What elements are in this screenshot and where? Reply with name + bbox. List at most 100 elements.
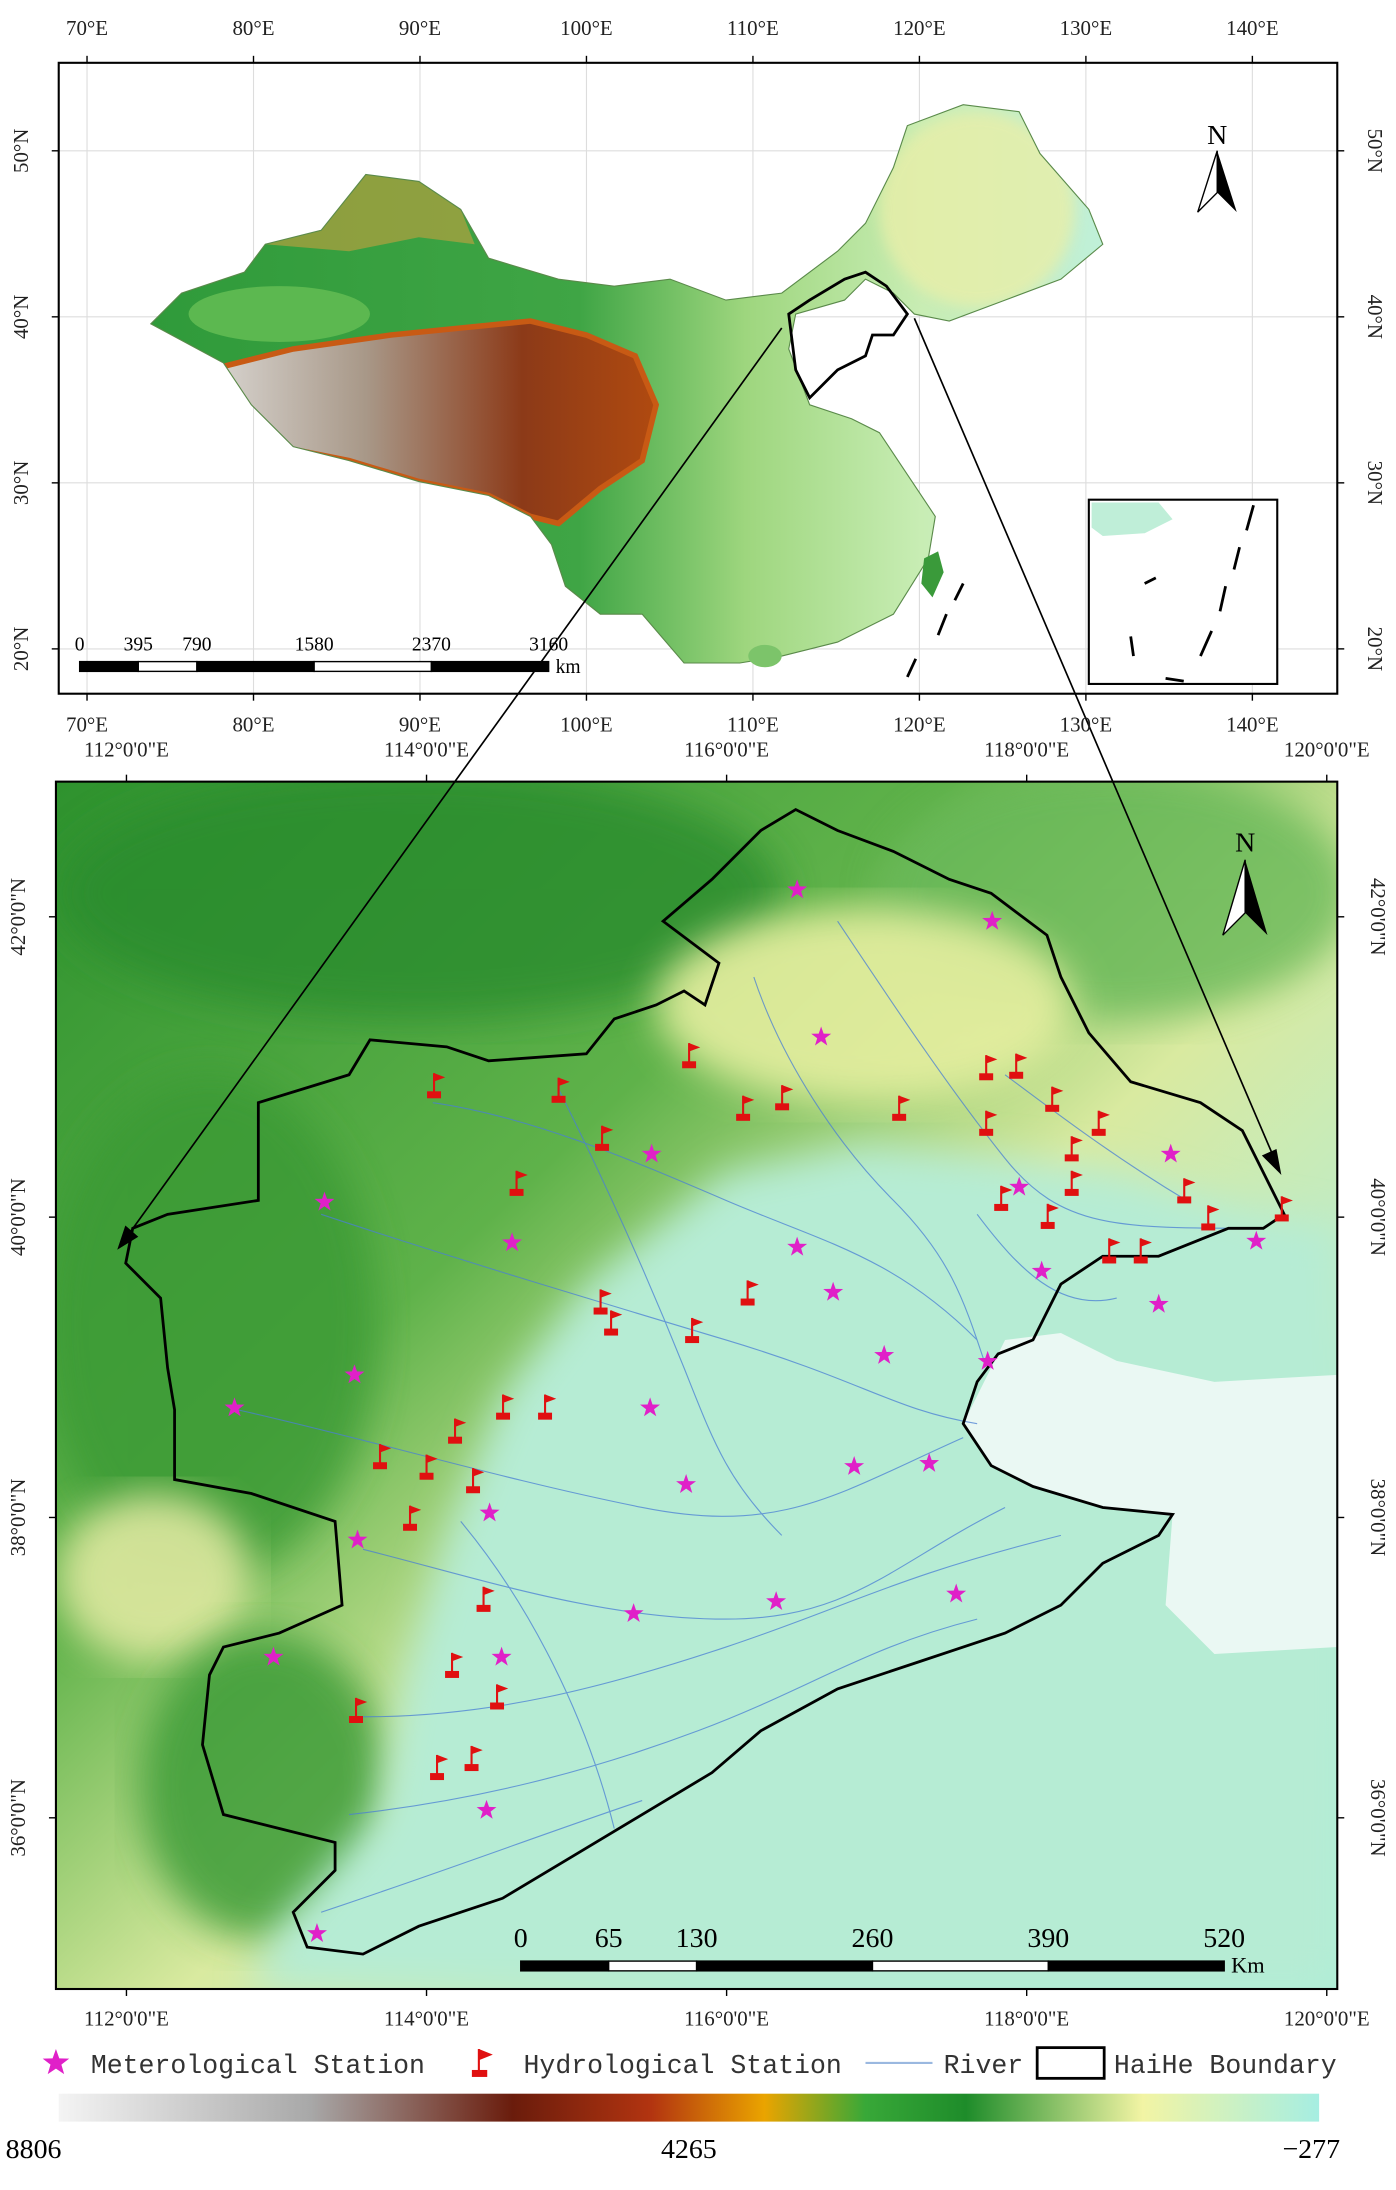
flag-base — [496, 1412, 511, 1420]
x-tick-label: 110°E — [727, 16, 779, 40]
meteorological-station — [844, 1455, 865, 1475]
flag-base — [685, 1336, 700, 1344]
y-tick-label: 40°N — [9, 295, 33, 339]
y-tick-label: 36°0'0"N — [6, 1779, 30, 1857]
hydrological-station — [1009, 1053, 1028, 1079]
y-tick-label: 50°N — [9, 129, 33, 173]
flag-base — [595, 1143, 610, 1151]
y-tick-label: 40°0'0"N — [1366, 1178, 1390, 1256]
flag — [437, 1754, 449, 1764]
y-tick-label: 50°N — [1363, 129, 1387, 173]
x-tick-label: 120°0'0"E — [1284, 738, 1370, 762]
flag — [1071, 1136, 1083, 1145]
hydrological-station — [403, 1505, 422, 1531]
meteorological-station — [307, 1922, 327, 1942]
flag-base — [476, 1604, 491, 1612]
haihe-boundary — [124, 807, 1287, 1956]
meteorological-station — [502, 1232, 522, 1252]
x-tick-label: 114°0'0"E — [384, 2006, 469, 2030]
hydrological-station — [349, 1697, 368, 1723]
scale-segment — [313, 660, 433, 673]
hainan — [748, 644, 782, 668]
meteorological-station — [982, 910, 1003, 930]
hydrological-station — [496, 1394, 515, 1420]
scale-label: 260 — [852, 1923, 894, 1954]
legend-label: Meterological Station — [91, 2051, 425, 2081]
x-tick-label: 100°E — [560, 712, 613, 736]
flag-base — [593, 1307, 608, 1315]
scale-label: 0 — [514, 1923, 528, 1954]
meteorological-station — [1160, 1143, 1181, 1163]
flag — [434, 1073, 446, 1082]
colorbar-label: 8806 — [6, 2134, 62, 2165]
rivers — [237, 920, 1257, 1913]
flag — [483, 1586, 495, 1596]
flag-base — [403, 1523, 418, 1531]
hydrological-station — [979, 1110, 998, 1136]
x-tick-label: 114°0'0"E — [384, 738, 469, 762]
x-tick-label: 140°E — [1226, 16, 1279, 40]
scale-segment — [137, 660, 198, 673]
flag-base — [464, 1764, 479, 1772]
dash-line — [906, 582, 965, 678]
flag-base — [551, 1095, 566, 1103]
flag — [545, 1394, 557, 1403]
x-tick-label: 110°E — [727, 712, 779, 736]
hydrological-station — [1064, 1136, 1083, 1162]
flag — [602, 1125, 614, 1135]
flag-base — [604, 1328, 619, 1336]
hydrological-station — [373, 1444, 392, 1470]
hydrological-station — [1045, 1086, 1064, 1112]
meteorological-station — [1148, 1293, 1169, 1313]
hydrological-station — [445, 1652, 464, 1678]
x-tick-label: 118°0'0"E — [984, 2006, 1069, 2030]
flag-base — [509, 1188, 524, 1196]
scale-segment — [430, 660, 550, 673]
flag-base — [490, 1702, 505, 1710]
scale-label: 2370 — [412, 634, 451, 655]
flag-base — [1040, 1221, 1055, 1229]
meteorological-station — [314, 1191, 335, 1211]
flag-base — [466, 1486, 481, 1494]
meteorological-station — [224, 1397, 245, 1417]
meteorological-station — [787, 879, 808, 899]
meteorological-station — [874, 1344, 895, 1364]
scale-label: 390 — [1027, 1923, 1069, 1954]
taiwan — [921, 551, 944, 598]
legend-label: HaiHe Boundary — [1114, 2051, 1337, 2081]
y-tick-label: 30°N — [1363, 461, 1387, 505]
y-tick-label: 20°N — [9, 627, 33, 671]
flag — [471, 1745, 483, 1755]
flag — [455, 1418, 467, 1427]
hydrological-station — [490, 1684, 509, 1710]
flag — [611, 1310, 623, 1319]
flag — [1052, 1086, 1064, 1096]
hydrological-station — [509, 1170, 528, 1196]
flag-base — [1102, 1256, 1117, 1264]
hydrological-station — [593, 1289, 612, 1315]
hydrological-station — [1064, 1170, 1083, 1196]
haihe-outline-small — [787, 270, 910, 401]
flag — [1071, 1170, 1083, 1180]
flag-base — [1064, 1188, 1079, 1196]
flag — [1184, 1178, 1196, 1187]
x-tick-label: 80°E — [232, 16, 274, 40]
hydrological-station — [419, 1454, 438, 1480]
hydrological-station — [775, 1085, 794, 1111]
hydrological-station — [476, 1586, 495, 1612]
flag — [497, 1684, 509, 1693]
scale-label: 130 — [676, 1923, 718, 1954]
hydrological-station — [1201, 1205, 1220, 1231]
hydrological-station — [1133, 1238, 1152, 1264]
legend-star — [42, 2049, 70, 2075]
flag-base — [1045, 1104, 1060, 1112]
flag-base — [349, 1716, 363, 1723]
flag — [747, 1280, 759, 1289]
meteorological-station — [623, 1603, 644, 1623]
flag-base — [775, 1103, 790, 1111]
flag — [743, 1095, 755, 1105]
flag — [503, 1394, 515, 1403]
scale-unit: Km — [1231, 1952, 1265, 1977]
x-tick-label: 116°0'0"E — [684, 2006, 769, 2030]
x-tick-label: 116°0'0"E — [684, 738, 769, 762]
